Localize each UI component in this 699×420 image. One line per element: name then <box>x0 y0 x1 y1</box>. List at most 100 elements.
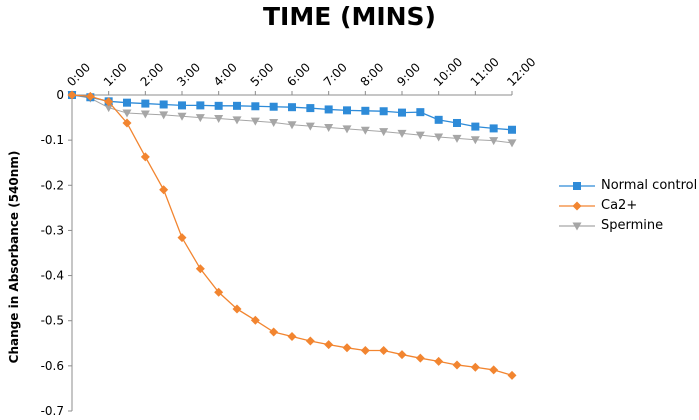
series-ca2 <box>67 90 517 380</box>
data-point-normal-control <box>214 101 223 110</box>
data-point-spermine <box>434 133 444 142</box>
data-point-ca2 <box>104 97 114 107</box>
data-point-normal-control <box>453 118 461 127</box>
data-point-ca2 <box>85 91 95 101</box>
data-point-normal-control <box>178 101 186 110</box>
legend-key-normal-control <box>559 182 595 190</box>
x-tick-label: 4:00 <box>211 60 240 89</box>
legend-label-ca2: Ca2+ <box>601 198 638 213</box>
x-tick-label: 2:00 <box>138 60 167 89</box>
data-point-normal-control <box>306 104 315 113</box>
legend-key-spermine <box>559 222 595 231</box>
data-point-ca2 <box>140 152 150 162</box>
data-point-normal-control <box>251 102 260 111</box>
data-point-ca2 <box>250 315 260 325</box>
data-point-ca2 <box>324 340 334 350</box>
data-point-ca2 <box>269 327 279 337</box>
data-point-spermine <box>397 129 407 138</box>
data-point-normal-control <box>324 105 333 114</box>
series-line-spermine <box>71 94 513 144</box>
series-spermine <box>67 91 517 148</box>
data-point-spermine <box>324 124 334 133</box>
legend-item-spermine: Spermine <box>557 216 697 236</box>
data-point-spermine <box>269 119 279 128</box>
legend-label-normal-control: Normal control <box>601 178 698 193</box>
x-tick-label: 9:00 <box>394 60 423 89</box>
x-tick-label: 7:00 <box>321 60 350 89</box>
legend-label-spermine: Spermine <box>601 218 664 233</box>
y-tick-label: -0.6 <box>41 359 64 373</box>
data-point-normal-control <box>159 100 168 109</box>
data-point-normal-control <box>141 99 150 108</box>
y-tick-label: -0.7 <box>41 404 64 418</box>
x-tick-label: 3:00 <box>174 60 203 89</box>
x-tick-label: 10:00 <box>431 55 465 89</box>
data-point-spermine <box>287 121 297 130</box>
data-point-spermine <box>195 114 205 123</box>
y-tick-label: -0.4 <box>41 269 64 283</box>
x-tick-label: 0:00 <box>64 60 93 89</box>
data-point-ca2 <box>232 304 242 314</box>
data-point-ca2 <box>470 362 480 372</box>
data-point-spermine <box>489 137 499 146</box>
data-point-normal-control <box>269 102 278 111</box>
data-point-ca2 <box>342 343 352 353</box>
data-point-ca2 <box>287 332 297 342</box>
chart-title: TIME (MINS) <box>263 2 436 31</box>
data-point-ca2 <box>415 353 425 363</box>
data-point-ca2 <box>214 287 224 297</box>
data-point-spermine <box>415 131 425 140</box>
data-point-spermine <box>232 116 242 125</box>
data-point-ca2 <box>397 350 407 360</box>
data-point-ca2 <box>67 90 77 100</box>
legend: Normal control Ca2+ Spermine <box>557 176 697 236</box>
data-point-spermine <box>122 109 132 118</box>
data-point-ca2 <box>159 185 169 195</box>
data-point-normal-control <box>471 122 480 131</box>
legend-item-normal-control: Normal control <box>557 176 697 196</box>
data-point-normal-control <box>343 106 351 115</box>
data-point-normal-control <box>233 101 241 110</box>
data-point-ca2 <box>379 346 389 356</box>
legend-marker <box>573 182 581 190</box>
data-point-normal-control <box>123 98 131 107</box>
x-tick-label: 11:00 <box>468 55 502 89</box>
legend-marker <box>572 201 582 211</box>
data-point-normal-control <box>361 106 370 115</box>
data-point-spermine <box>214 114 224 123</box>
data-point-ca2 <box>122 118 132 128</box>
data-point-spermine <box>507 139 517 148</box>
data-point-spermine <box>360 126 370 135</box>
data-point-normal-control <box>508 125 516 134</box>
data-point-normal-control <box>288 103 296 112</box>
legend-item-ca2: Ca2+ <box>557 196 697 216</box>
data-point-spermine <box>159 111 169 120</box>
data-point-normal-control <box>398 108 406 117</box>
y-tick-label: -0.5 <box>41 314 64 328</box>
data-point-spermine <box>305 122 315 131</box>
data-point-ca2 <box>360 346 370 356</box>
data-point-spermine <box>452 134 462 143</box>
legend-key-ca2 <box>559 201 595 211</box>
data-point-spermine <box>104 104 114 113</box>
data-point-normal-control <box>416 108 425 117</box>
data-point-ca2 <box>507 370 517 380</box>
data-point-spermine <box>470 136 480 145</box>
data-point-ca2 <box>434 356 444 366</box>
data-point-normal-control <box>196 101 205 110</box>
data-point-ca2 <box>305 336 315 346</box>
data-point-spermine <box>250 117 260 126</box>
data-point-spermine <box>342 125 352 134</box>
x-tick-label: 12:00 <box>504 55 538 89</box>
x-tick-label: 8:00 <box>358 60 387 89</box>
y-tick-label: -0.3 <box>41 223 64 237</box>
data-point-spermine <box>379 128 389 137</box>
legend-marker <box>572 222 582 231</box>
data-point-spermine <box>140 110 150 119</box>
data-point-ca2 <box>177 233 187 243</box>
x-tick-label: 5:00 <box>248 60 277 89</box>
data-point-ca2 <box>489 365 499 375</box>
data-point-spermine <box>177 112 187 121</box>
data-point-ca2 <box>195 264 205 274</box>
